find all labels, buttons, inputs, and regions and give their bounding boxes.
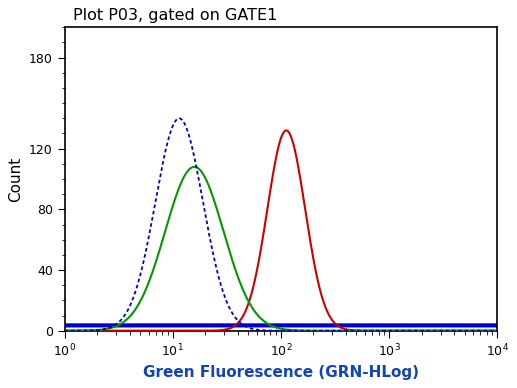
Text: Plot P03, gated on GATE1: Plot P03, gated on GATE1 <box>73 8 278 23</box>
X-axis label: Green Fluorescence (GRN-HLog): Green Fluorescence (GRN-HLog) <box>143 365 419 380</box>
Y-axis label: Count: Count <box>8 156 23 202</box>
